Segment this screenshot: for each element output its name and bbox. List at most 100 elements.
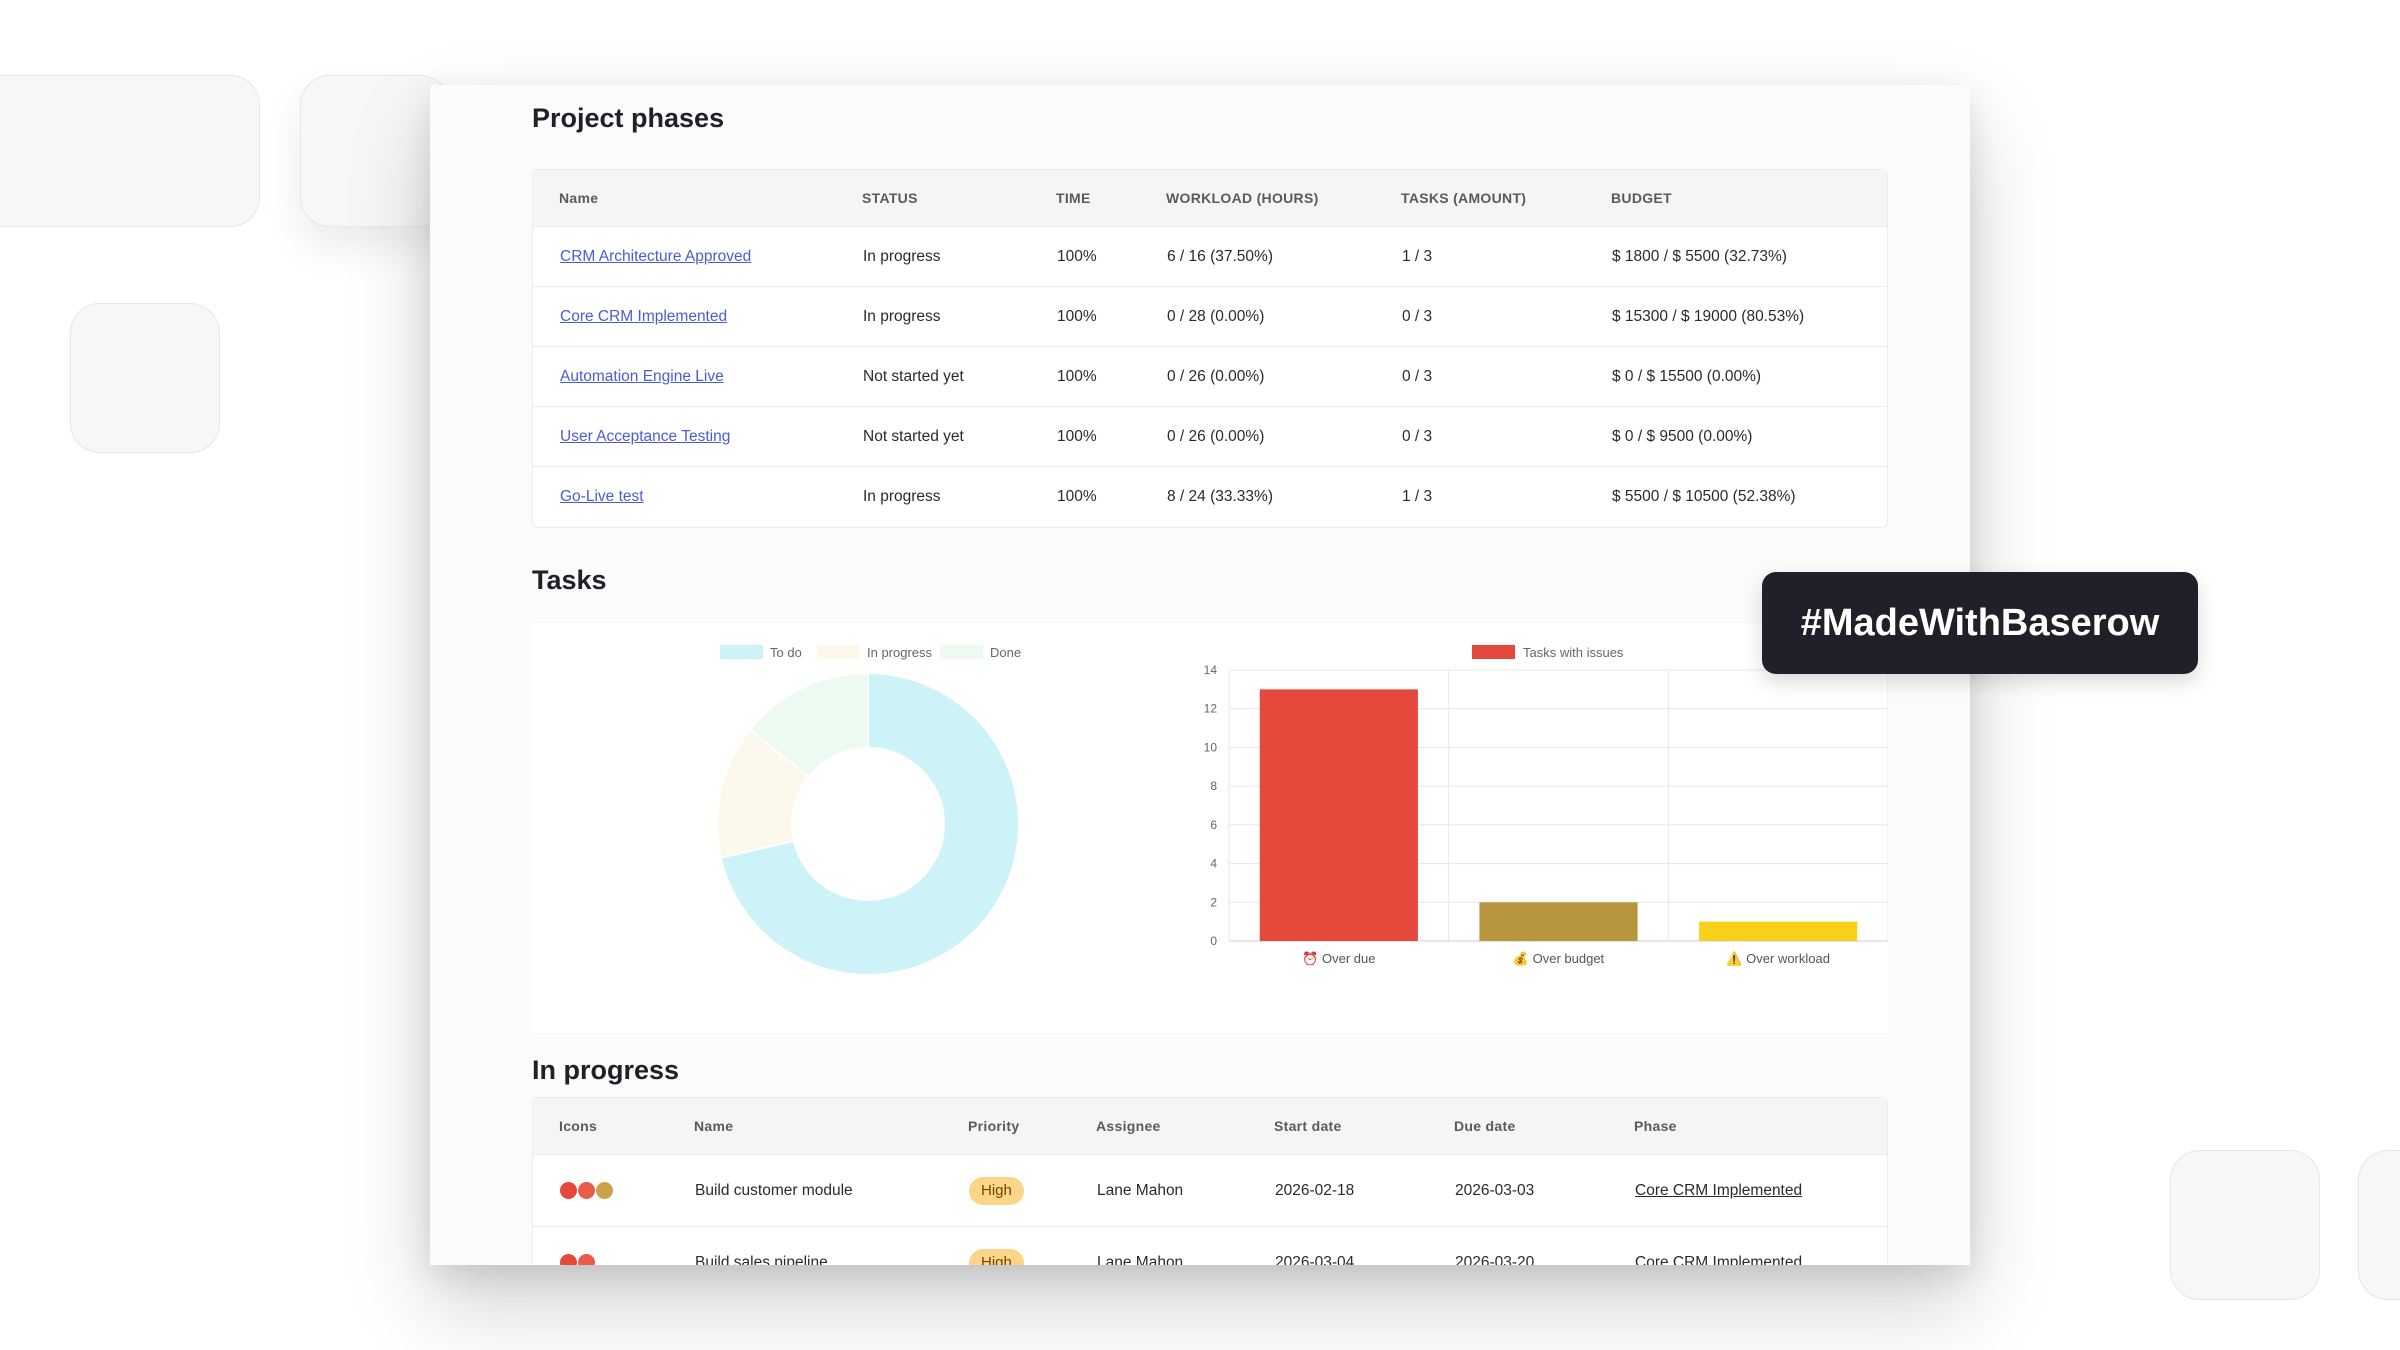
column-header-start-date: Start date bbox=[1274, 1118, 1342, 1134]
decorative-tile bbox=[0, 75, 260, 227]
table-row: Build customer module High Lane Mahon 20… bbox=[533, 1155, 1887, 1227]
time-cell: 100% bbox=[1057, 248, 1097, 265]
budget-cell: $ 0 / $ 15500 (0.00%) bbox=[1612, 368, 1762, 385]
alarm-clock-icon bbox=[578, 1254, 595, 1265]
column-header-name: Name bbox=[559, 190, 599, 206]
legend-swatch-in-progress[interactable] bbox=[817, 645, 860, 659]
table-header: Name STATUS TIME WORKLOAD (HOURS) TASKS … bbox=[533, 170, 1887, 227]
budget-cell: $ 1800 / $ 5500 (32.73%) bbox=[1612, 248, 1787, 265]
y-tick-label: 12 bbox=[1204, 702, 1218, 716]
section-title-project-phases: Project phases bbox=[532, 103, 725, 133]
status-cell: Not started yet bbox=[863, 428, 964, 445]
tasks-cell: 0 / 3 bbox=[1402, 308, 1433, 325]
column-header-workload: WORKLOAD (HOURS) bbox=[1166, 190, 1319, 206]
decorative-tile bbox=[70, 303, 220, 453]
column-header-status: STATUS bbox=[862, 190, 918, 206]
bar[interactable] bbox=[1259, 689, 1418, 941]
column-header-phase: Phase bbox=[1634, 1118, 1677, 1134]
bar-legend: Tasks with issues bbox=[1472, 645, 1624, 660]
y-tick-label: 8 bbox=[1210, 779, 1217, 793]
x-category-label: 💰 Over budget bbox=[1513, 951, 1605, 967]
bar-chart-x-labels: ⏰ Over due 💰 Over budget ⚠️ Over workload bbox=[1302, 950, 1830, 967]
status-cell: In progress bbox=[863, 248, 941, 265]
time-cell: 100% bbox=[1057, 308, 1097, 325]
phase-link[interactable]: Core CRM Implemented bbox=[1635, 1254, 1803, 1265]
budget-cell: $ 5500 / $ 10500 (52.38%) bbox=[1612, 488, 1796, 505]
y-tick-label: 4 bbox=[1210, 857, 1217, 871]
table-row: User Acceptance Testing Not started yet … bbox=[533, 407, 1887, 467]
donut-slice-to-do[interactable] bbox=[719, 671, 1020, 976]
due-date-cell: 2026-03-20 bbox=[1455, 1254, 1535, 1265]
decorative-tile bbox=[2358, 1150, 2400, 1300]
assignee-cell: Lane Mahon bbox=[1097, 1254, 1184, 1265]
bar-chart-y-ticks: 0 2 4 6 8 10 12 14 bbox=[1204, 663, 1218, 948]
workload-cell: 0 / 26 (0.00%) bbox=[1167, 368, 1265, 385]
tasks-charts: To do In progress Done Tasks with issues… bbox=[532, 623, 1889, 1033]
donut-chart bbox=[716, 671, 1020, 976]
start-date-cell: 2026-02-18 bbox=[1275, 1182, 1355, 1199]
legend-swatch-done[interactable] bbox=[940, 645, 983, 659]
table-row: Automation Engine Live Not started yet 1… bbox=[533, 347, 1887, 407]
phase-link[interactable]: Automation Engine Live bbox=[560, 368, 724, 385]
column-header-budget: BUDGET bbox=[1611, 190, 1672, 206]
y-tick-label: 6 bbox=[1210, 818, 1217, 832]
alarm-clock-icon bbox=[578, 1182, 595, 1200]
workload-cell: 0 / 28 (0.00%) bbox=[1167, 308, 1265, 325]
column-header-name: Name bbox=[694, 1118, 734, 1134]
decorative-tile bbox=[2170, 1150, 2320, 1300]
table-row: Build sales pipeline High Lane Mahon 202… bbox=[533, 1227, 1887, 1265]
row-icons bbox=[560, 1227, 596, 1265]
bar[interactable] bbox=[1699, 921, 1858, 941]
legend-label-to-do: To do bbox=[770, 645, 802, 660]
status-cell: In progress bbox=[863, 308, 941, 325]
section-title-tasks: Tasks bbox=[532, 565, 607, 595]
phase-link[interactable]: User Acceptance Testing bbox=[560, 428, 731, 445]
made-with-baserow-badge: #MadeWithBaserow bbox=[1762, 572, 2198, 674]
priority-cell: High bbox=[969, 1227, 1024, 1265]
y-tick-label: 2 bbox=[1210, 895, 1217, 909]
bar-chart bbox=[1259, 689, 1858, 941]
legend-label-done: Done bbox=[990, 645, 1021, 660]
task-name: Build sales pipeline bbox=[695, 1254, 828, 1265]
phase-link[interactable]: Go-Live test bbox=[560, 488, 644, 505]
phase-link[interactable]: Core CRM Implemented bbox=[560, 308, 728, 325]
time-cell: 100% bbox=[1057, 488, 1097, 505]
y-tick-label: 14 bbox=[1204, 663, 1218, 677]
y-tick-label: 0 bbox=[1210, 934, 1217, 948]
phase-link[interactable]: Core CRM Implemented bbox=[1635, 1182, 1803, 1199]
tasks-cell: 1 / 3 bbox=[1402, 488, 1433, 505]
legend-swatch-tasks-with-issues[interactable] bbox=[1472, 645, 1515, 659]
status-cell: In progress bbox=[863, 488, 941, 505]
due-date-cell: 2026-03-03 bbox=[1455, 1182, 1535, 1199]
legend-swatch-to-do[interactable] bbox=[720, 645, 763, 659]
phase-link[interactable]: CRM Architecture Approved bbox=[560, 248, 752, 265]
section-title-in-progress: In progress bbox=[532, 1055, 680, 1085]
table-header: Icons Name Priority Assignee Start date … bbox=[533, 1098, 1887, 1155]
column-header-tasks: TASKS (AMOUNT) bbox=[1401, 190, 1527, 206]
start-date-cell: 2026-03-04 bbox=[1275, 1254, 1355, 1265]
workload-cell: 8 / 24 (33.33%) bbox=[1167, 488, 1273, 505]
column-header-assignee: Assignee bbox=[1096, 1118, 1161, 1134]
bar[interactable] bbox=[1479, 902, 1638, 941]
table-row: Core CRM Implemented In progress 100% 0 … bbox=[533, 287, 1887, 347]
tasks-cell: 1 / 3 bbox=[1402, 248, 1433, 265]
priority-badge: High bbox=[969, 1176, 1024, 1205]
y-tick-label: 10 bbox=[1204, 740, 1218, 754]
app-window: Project phases Name STATUS TIME WORKLOAD… bbox=[430, 85, 1970, 1265]
donut-slice-done[interactable] bbox=[748, 671, 869, 779]
column-header-priority: Priority bbox=[968, 1118, 1020, 1134]
time-cell: 100% bbox=[1057, 368, 1097, 385]
x-category-label: ⏰ Over due bbox=[1302, 950, 1375, 966]
column-header-due-date: Due date bbox=[1454, 1118, 1516, 1134]
assignee-cell: Lane Mahon bbox=[1097, 1182, 1184, 1199]
no-entry-icon bbox=[560, 1182, 577, 1200]
legend-label-in-progress: In progress bbox=[867, 645, 933, 660]
donut-legend: To do In progress Done bbox=[720, 645, 1021, 660]
legend-label-tasks-with-issues: Tasks with issues bbox=[1523, 645, 1624, 660]
priority-cell: High bbox=[969, 1155, 1024, 1227]
no-entry-icon bbox=[560, 1254, 577, 1265]
money-bag-icon bbox=[596, 1182, 613, 1200]
budget-cell: $ 15300 / $ 19000 (80.53%) bbox=[1612, 308, 1805, 325]
charts-svg: To do In progress Done Tasks with issues… bbox=[716, 645, 1889, 976]
time-cell: 100% bbox=[1057, 428, 1097, 445]
